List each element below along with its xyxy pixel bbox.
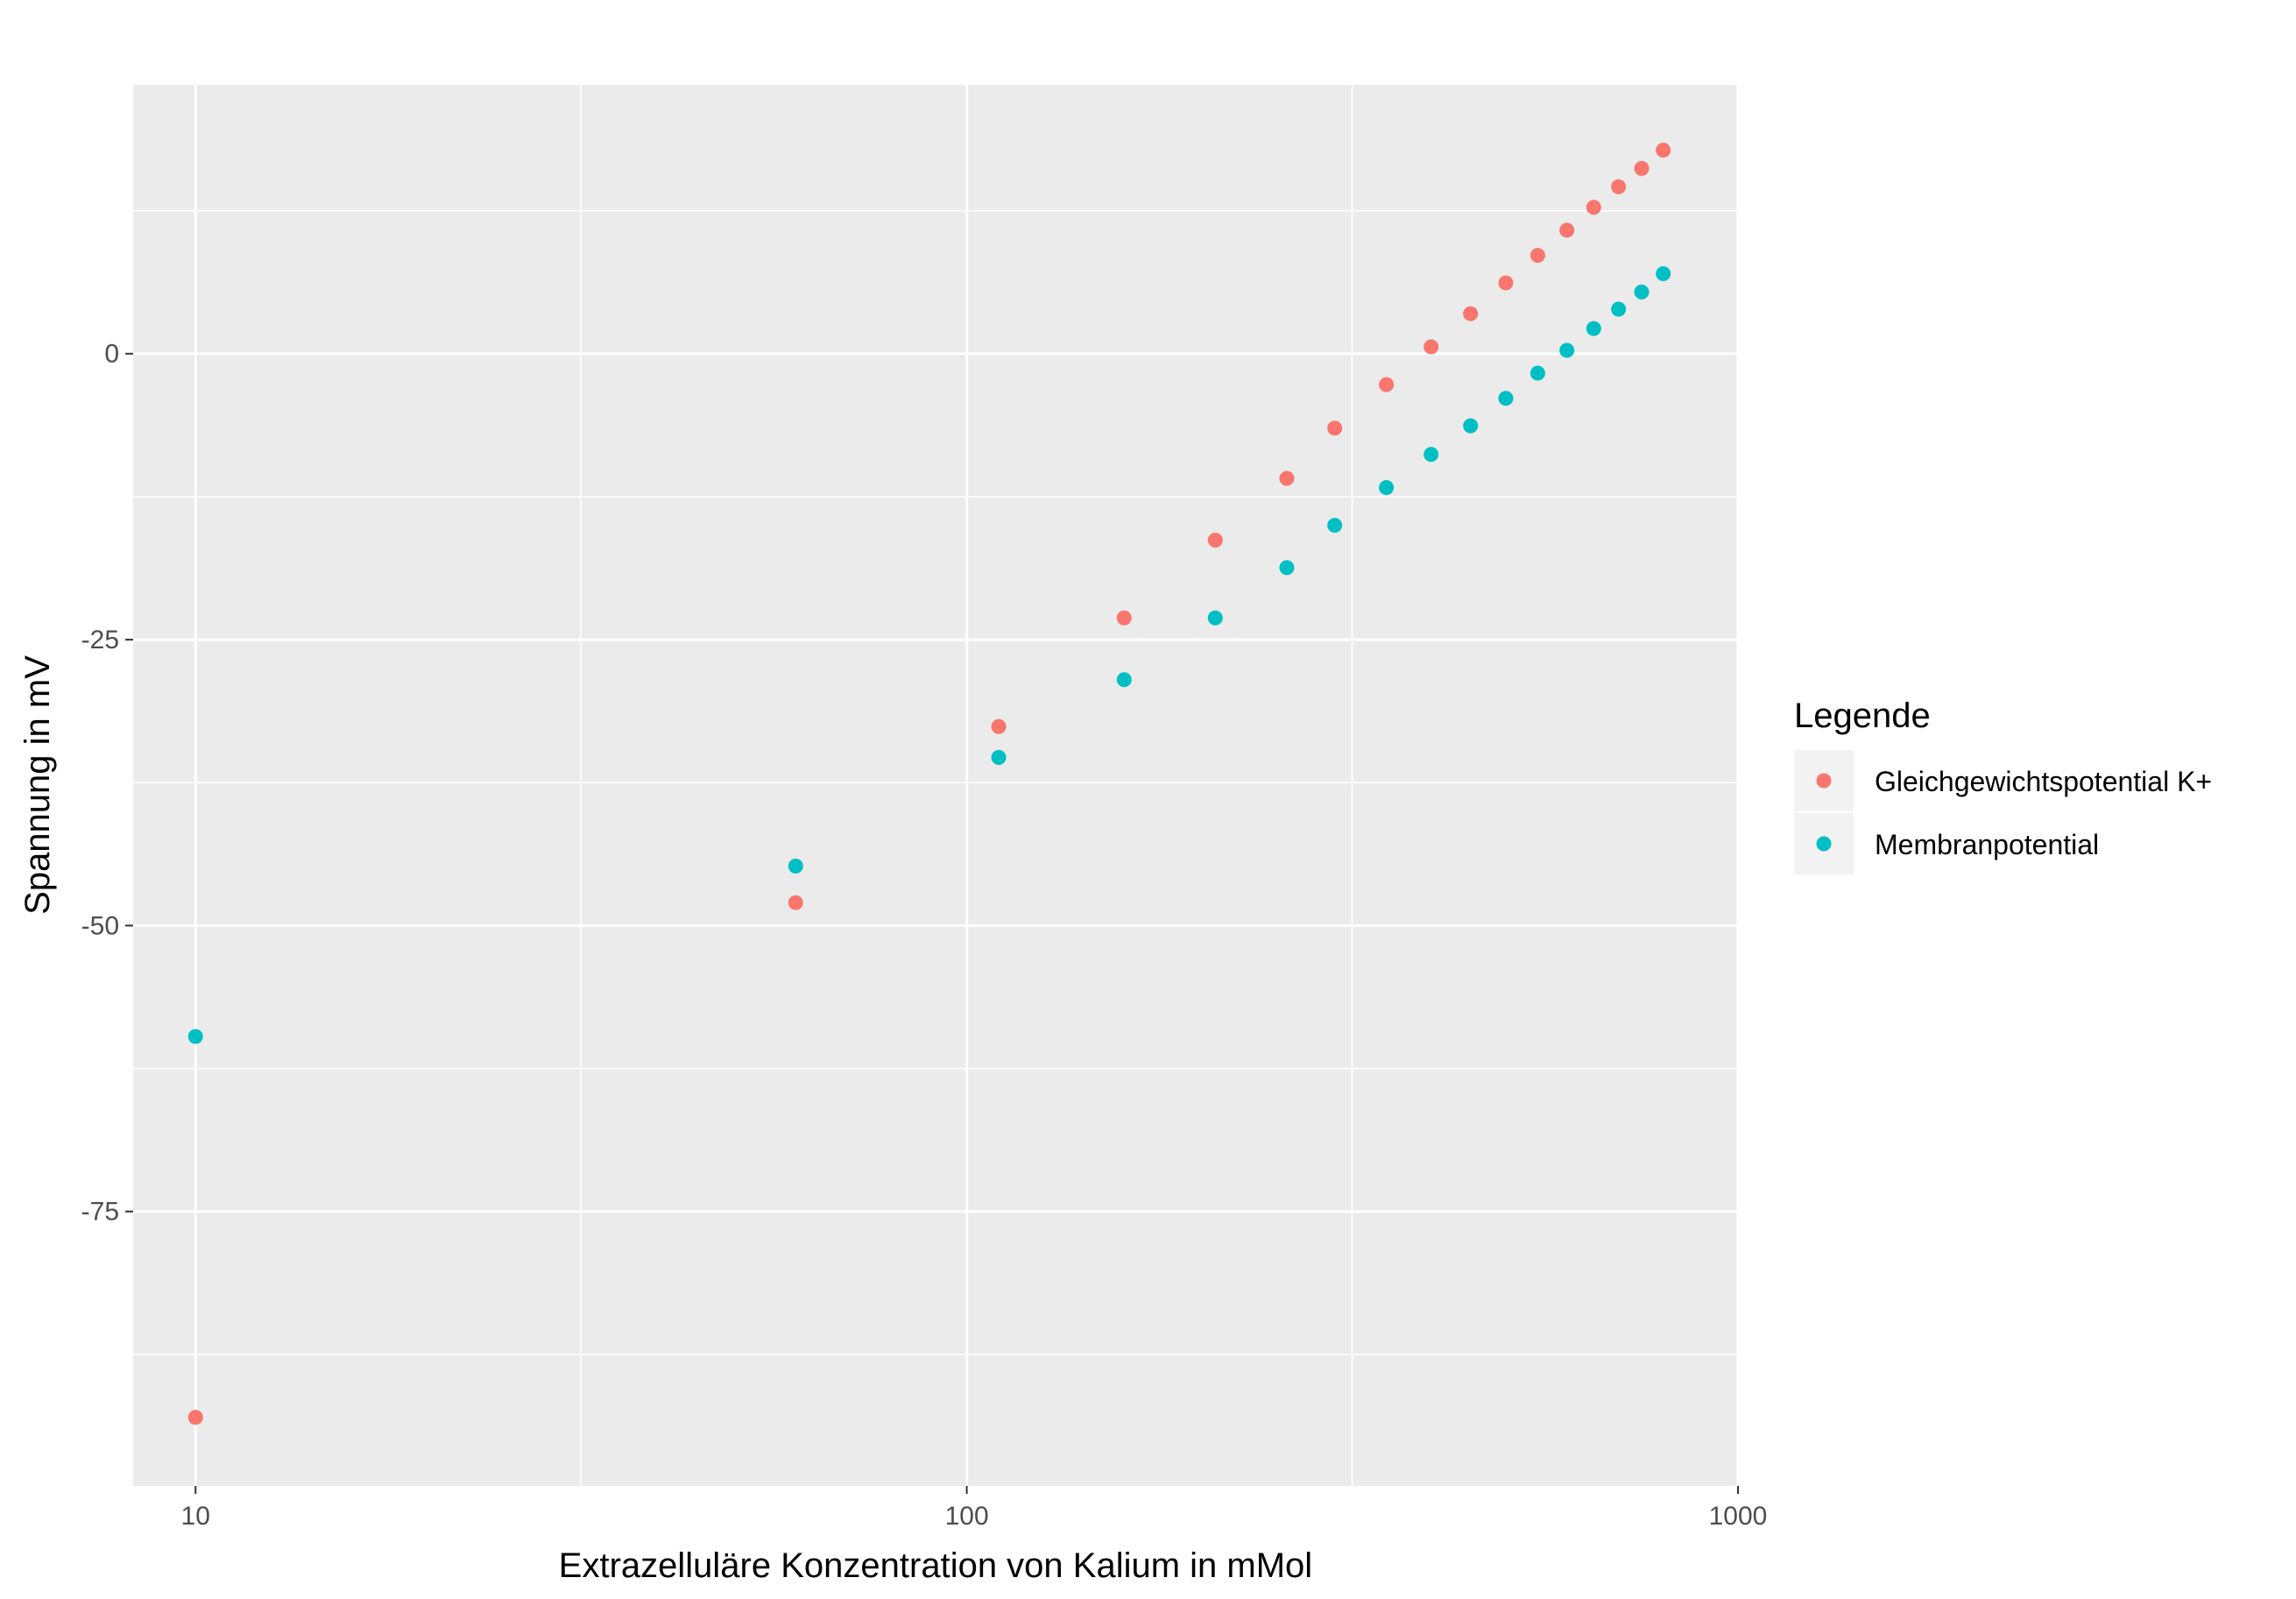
major-gridlines — [133, 85, 1740, 1486]
data-point-gleichgewichtspotential — [1634, 160, 1650, 176]
data-point-gleichgewichtspotential — [1656, 142, 1671, 158]
data-point-gleichgewichtspotential — [1463, 306, 1479, 322]
data-point-gleichgewichtspotential — [1586, 200, 1601, 216]
data-point-gleichgewichtspotential — [788, 895, 803, 910]
data-point-membranpotential — [1116, 672, 1132, 688]
data-point-gleichgewichtspotential — [1116, 610, 1132, 626]
data-point-membranpotential — [1424, 447, 1439, 463]
data-point-membranpotential — [1379, 479, 1395, 495]
data-point-membranpotential — [1559, 343, 1575, 358]
data-point-membranpotential — [1498, 391, 1514, 407]
data-point-gleichgewichtspotential — [1279, 471, 1295, 486]
x-axis-title: Extrazelluläre Konzentration von Kalium … — [559, 1546, 1312, 1585]
x-tick-label: 100 — [945, 1502, 989, 1531]
data-point-membranpotential — [991, 750, 1007, 766]
data-point-membranpotential — [1634, 284, 1650, 300]
data-points — [187, 142, 1671, 1426]
y-tick-label: -75 — [81, 1198, 119, 1227]
x-tick-label: 1000 — [1709, 1502, 1768, 1531]
data-point-membranpotential — [187, 1029, 203, 1044]
data-point-membranpotential — [788, 859, 803, 874]
data-point-membranpotential — [1327, 518, 1343, 534]
data-point-gleichgewichtspotential — [1611, 179, 1627, 195]
data-point-gleichgewichtspotential — [1424, 339, 1439, 355]
panel-background — [133, 85, 1738, 1486]
y-tick-label: 0 — [104, 340, 119, 369]
data-point-gleichgewichtspotential — [991, 718, 1007, 734]
legend-title: Legende — [1794, 697, 1931, 735]
data-point-membranpotential — [1529, 365, 1545, 381]
legend: Legende Gleichgewichtspotential K+ Membra… — [1794, 697, 2212, 874]
data-point-gleichgewichtspotential — [1207, 533, 1223, 548]
data-point-gleichgewichtspotential — [1379, 377, 1395, 393]
y-tick-label: -50 — [81, 911, 119, 940]
legend-label: Gleichgewichtspotential K+ — [1875, 766, 2212, 797]
legend-label: Membranpotential — [1875, 829, 2099, 860]
data-point-membranpotential — [1656, 265, 1671, 281]
legend-marker — [1816, 773, 1832, 789]
y-axis: 0 -25 -50 -75 — [81, 340, 133, 1227]
legend-marker — [1816, 836, 1832, 852]
data-point-membranpotential — [1463, 418, 1479, 434]
x-tick-label: 10 — [181, 1502, 210, 1531]
data-point-membranpotential — [1207, 610, 1223, 626]
data-point-gleichgewichtspotential — [1327, 421, 1343, 436]
data-point-membranpotential — [1586, 321, 1601, 336]
data-point-gleichgewichtspotential — [1498, 275, 1514, 291]
y-axis-title: Spannung in mV — [18, 655, 57, 915]
minor-gridlines — [133, 85, 1738, 1486]
data-point-membranpotential — [1611, 301, 1627, 317]
x-axis: 10 100 1000 — [181, 1486, 1768, 1531]
data-point-membranpotential — [1279, 560, 1295, 576]
data-point-gleichgewichtspotential — [1559, 223, 1575, 238]
data-point-gleichgewichtspotential — [187, 1410, 203, 1426]
y-tick-label: -25 — [81, 626, 119, 654]
data-point-gleichgewichtspotential — [1529, 247, 1545, 263]
